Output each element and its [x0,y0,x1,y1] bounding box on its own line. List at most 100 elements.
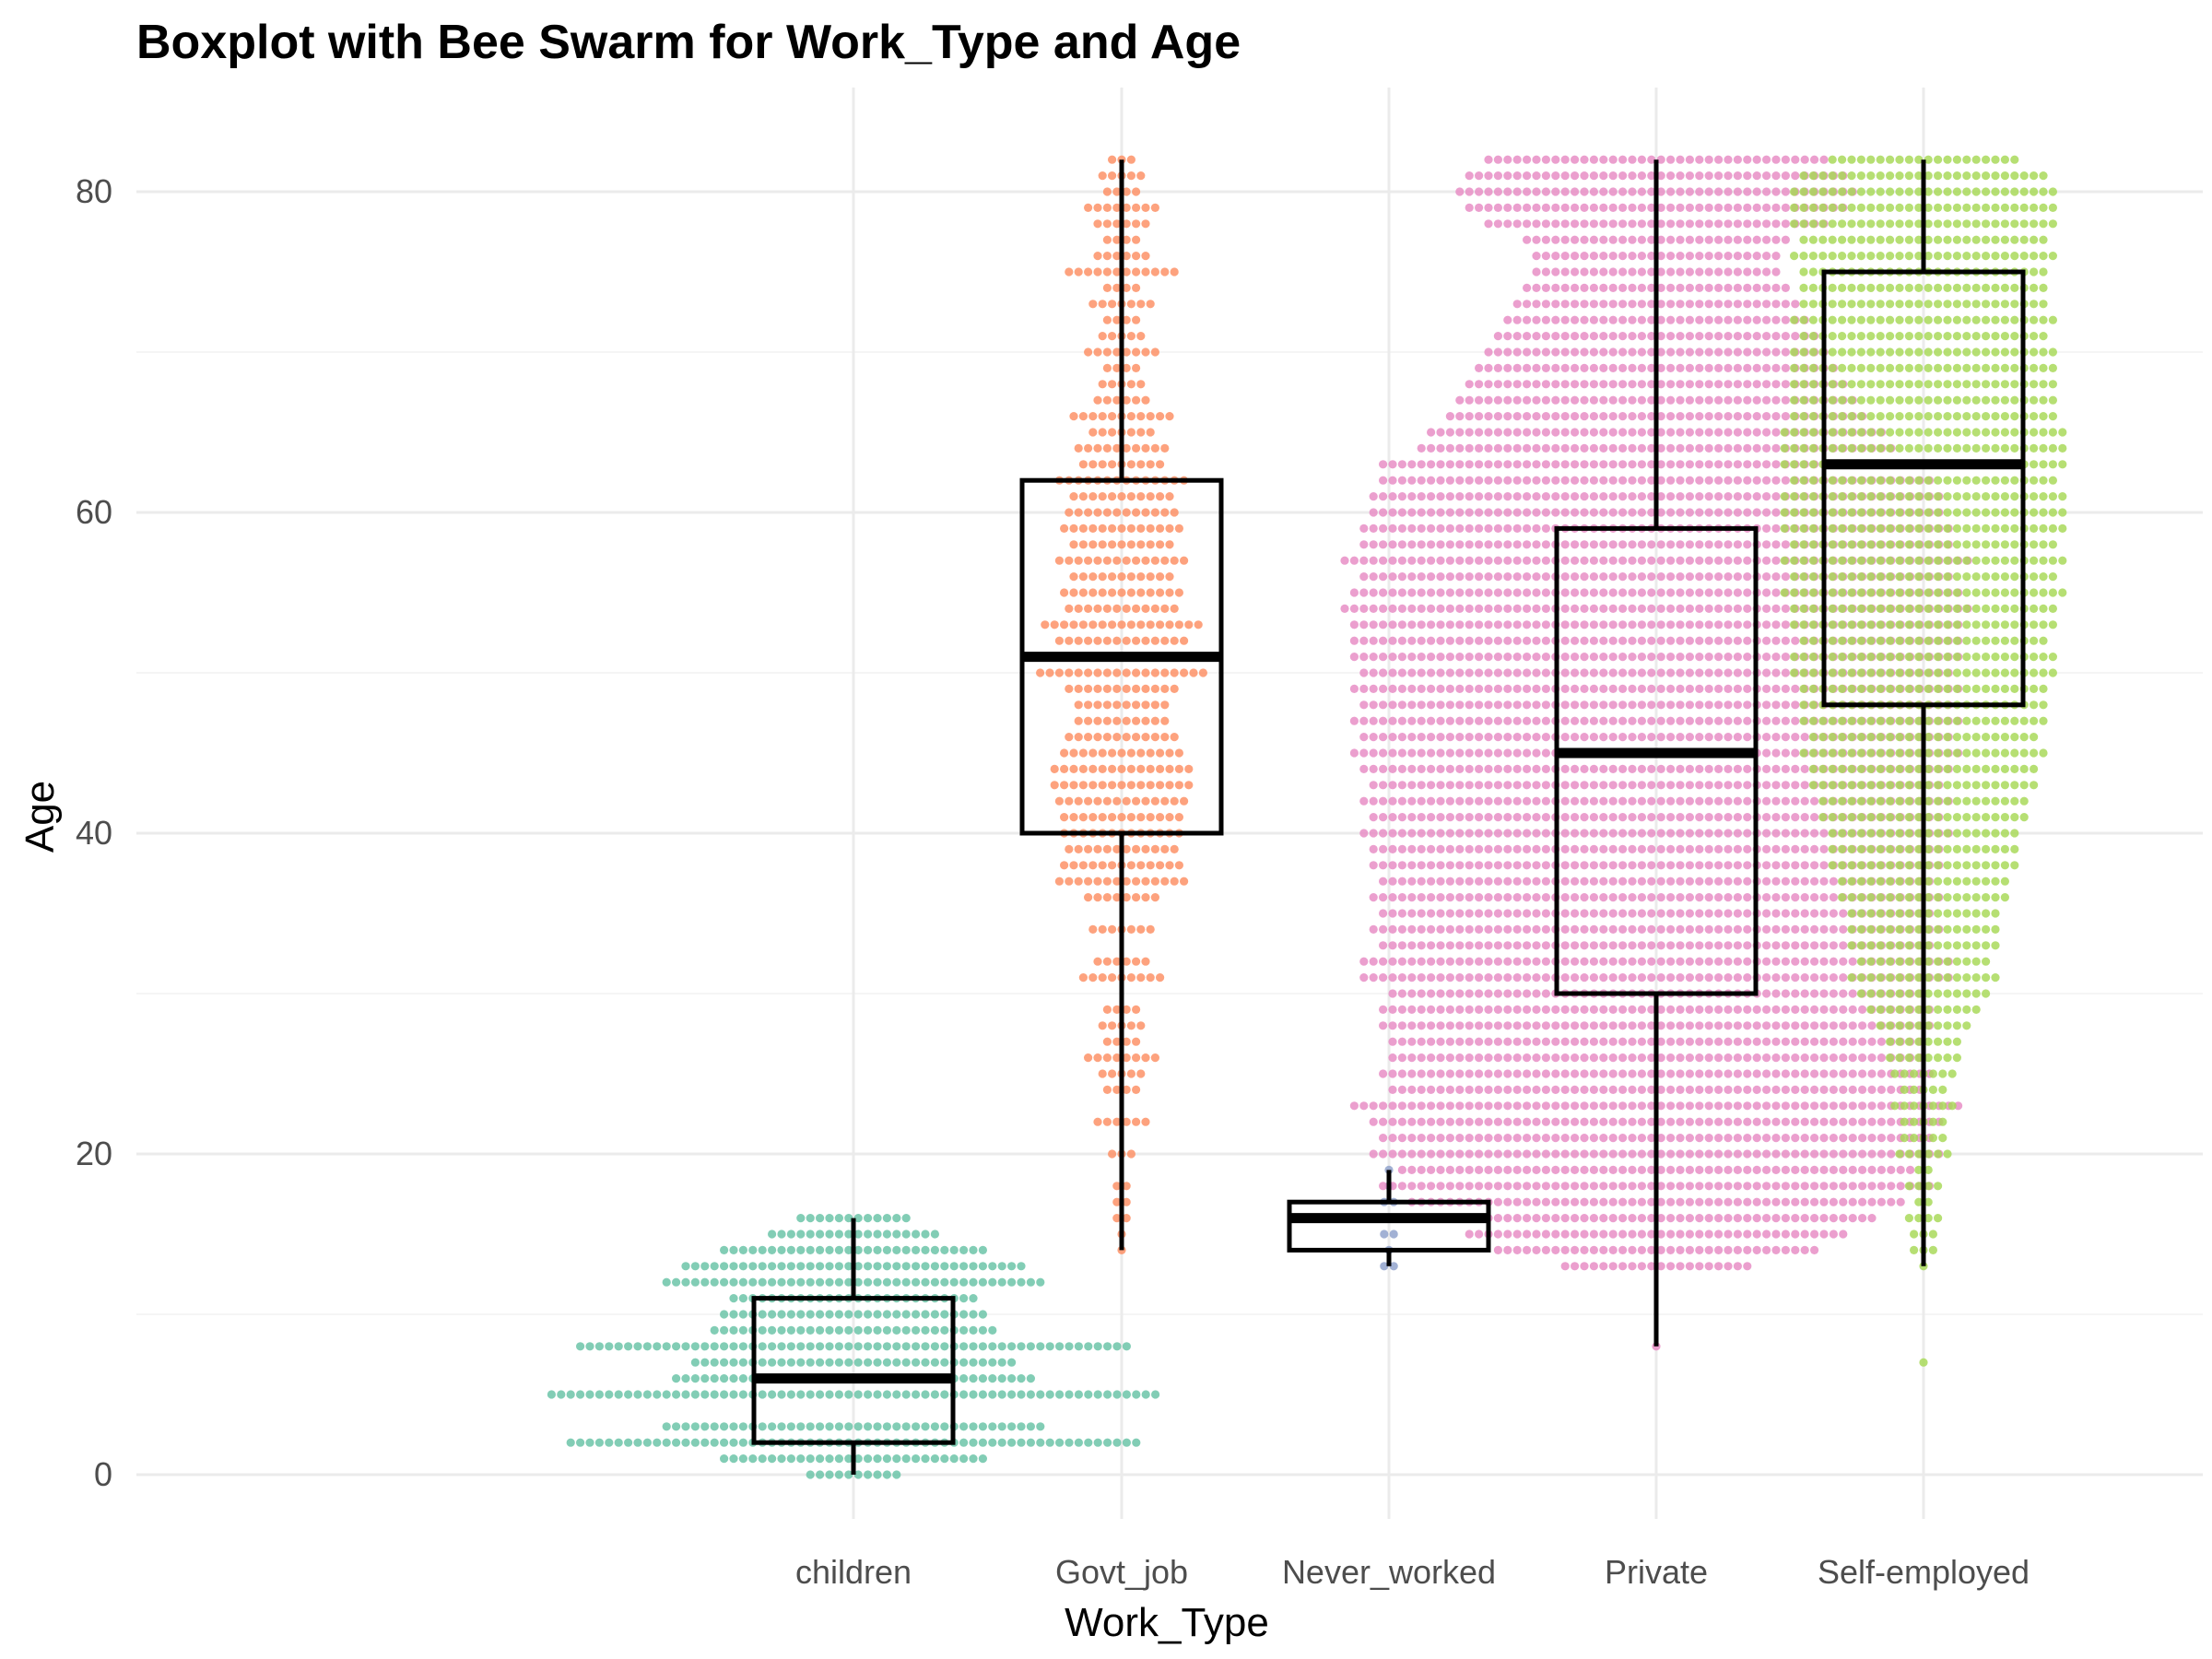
swarm-point [1465,1117,1474,1126]
swarm-point [1762,412,1771,421]
swarm-point [1580,460,1589,469]
swarm-point [1628,957,1637,966]
swarm-point [1971,989,1981,998]
swarm-point [1618,844,1628,854]
swarm-point [1762,1085,1771,1094]
swarm-point [825,1422,834,1431]
swarm-point [1379,668,1388,677]
swarm-point [1647,300,1656,309]
swarm-point [912,1245,921,1254]
swarm-point [1856,957,1865,966]
swarm-point [1752,1117,1761,1126]
swarm-point [710,1438,719,1447]
swarm-point [1676,684,1685,694]
swarm-point [1599,443,1608,453]
swarm-point [1704,283,1713,292]
swarm-point [1666,813,1676,822]
swarm-point [720,1277,729,1287]
swarm-point [1608,957,1618,966]
swarm-point [1676,1230,1685,1239]
swarm-point [547,1390,557,1399]
swarm-point [1484,155,1493,164]
swarm-point [1580,604,1589,614]
swarm-point [1407,604,1417,614]
swarm-point [1676,668,1685,677]
swarm-point [1714,813,1724,822]
swarm-point [1503,653,1512,662]
swarm-point [1436,813,1445,822]
swarm-point [1571,636,1580,645]
swarm-point [1427,829,1436,838]
swarm-point [1771,588,1781,597]
swarm-point [1503,909,1512,918]
swarm-point [1867,1069,1877,1078]
swarm-point [1436,476,1445,485]
swarm-point [1810,1134,1819,1143]
swarm-point [1589,171,1598,181]
swarm-point [786,1230,796,1239]
swarm-point [1904,973,1913,982]
swarm-point [1475,1069,1484,1078]
swarm-point [1877,1165,1886,1174]
swarm-point [1771,684,1781,694]
swarm-point [1628,844,1637,854]
swarm-point [1637,332,1646,341]
swarm-point [1551,412,1560,421]
swarm-point [1571,572,1580,582]
swarm-point [1895,957,1904,966]
swarm-point [1666,620,1676,629]
swarm-point [1877,1069,1886,1078]
swarm-point [1637,973,1646,982]
swarm-point [1165,813,1174,822]
swarm-point [816,1358,825,1367]
swarm-point [1628,171,1637,181]
swarm-point [1417,957,1426,966]
swarm-point [1065,604,1074,614]
swarm-point [1800,813,1809,822]
swarm-point [1647,668,1656,677]
swarm-point [1647,700,1656,710]
swarm-point [1078,524,1088,534]
swarm-point [1685,893,1694,902]
swarm-point [1407,893,1417,902]
swarm-point [997,1342,1006,1351]
swarm-point [1560,733,1570,742]
swarm-point [1379,604,1388,614]
swarm-point [653,1390,662,1399]
swarm-point [1126,332,1135,341]
swarm-point [1962,1005,1971,1014]
swarm-point [1685,363,1694,372]
swarm-point [1904,1214,1913,1223]
swarm-point [1532,604,1541,614]
swarm-point [1628,508,1637,517]
swarm-point [1733,924,1742,935]
swarm-point [1896,1165,1905,1174]
swarm-point [1146,524,1155,534]
swarm-point [1122,1182,1131,1191]
swarm-point [1455,733,1465,742]
swarm-point [758,1358,767,1367]
swarm-point [1943,1005,1952,1014]
swarm-point [834,1262,844,1271]
swarm-point [758,1310,767,1319]
swarm-point [1819,957,1829,966]
swarm-point [1762,1069,1771,1078]
swarm-point [1141,508,1150,517]
swarm-point [1126,861,1135,870]
swarm-point [1714,1021,1724,1030]
swarm-point [1867,1214,1877,1223]
swarm-point [1695,764,1704,774]
swarm-point [1359,572,1369,582]
swarm-point [1904,893,1913,902]
swarm-point [1074,1342,1083,1351]
swarm-point [1599,540,1608,549]
swarm-point [1541,155,1550,164]
swarm-point [1685,733,1694,742]
swarm-point [1359,700,1369,710]
swarm-point [1858,1021,1867,1030]
swarm-point [1800,1245,1809,1254]
swarm-point [1551,380,1560,389]
swarm-point [1078,764,1088,774]
swarm-point [1512,171,1522,181]
swarm-point [1637,684,1646,694]
